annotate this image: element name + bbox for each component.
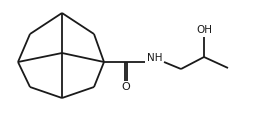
Text: O: O xyxy=(122,82,130,92)
Text: OH: OH xyxy=(196,25,212,35)
Text: NH: NH xyxy=(147,53,163,63)
